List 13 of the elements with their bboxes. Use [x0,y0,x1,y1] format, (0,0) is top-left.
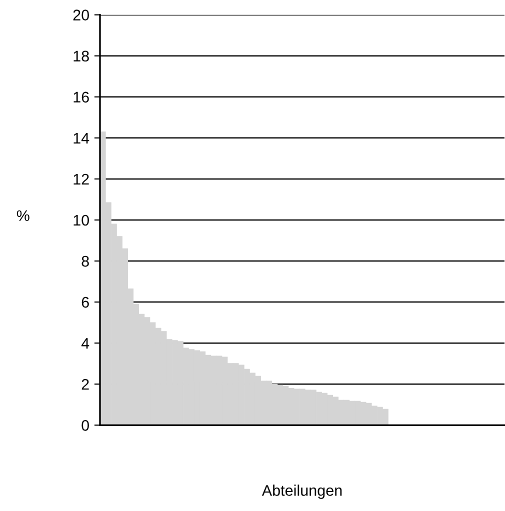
y-tick-label: 18 [74,50,89,62]
y-tick-label: 0 [82,420,89,431]
x-axis-title: Abteilungen [262,484,342,499]
y-tick-label: 2 [82,378,89,390]
y-tick-label: 14 [74,132,90,144]
y-tick-label: 10 [74,214,89,226]
y-tick-label: 4 [81,338,90,349]
y-tick-label: 12 [74,174,89,184]
y-tick-label: 20 [73,10,89,21]
y-tick-label: 16 [74,92,89,103]
y-tick-label: 8 [82,256,89,267]
y-tick-label: 6 [82,296,89,308]
y-axis-title: % [16,210,30,222]
